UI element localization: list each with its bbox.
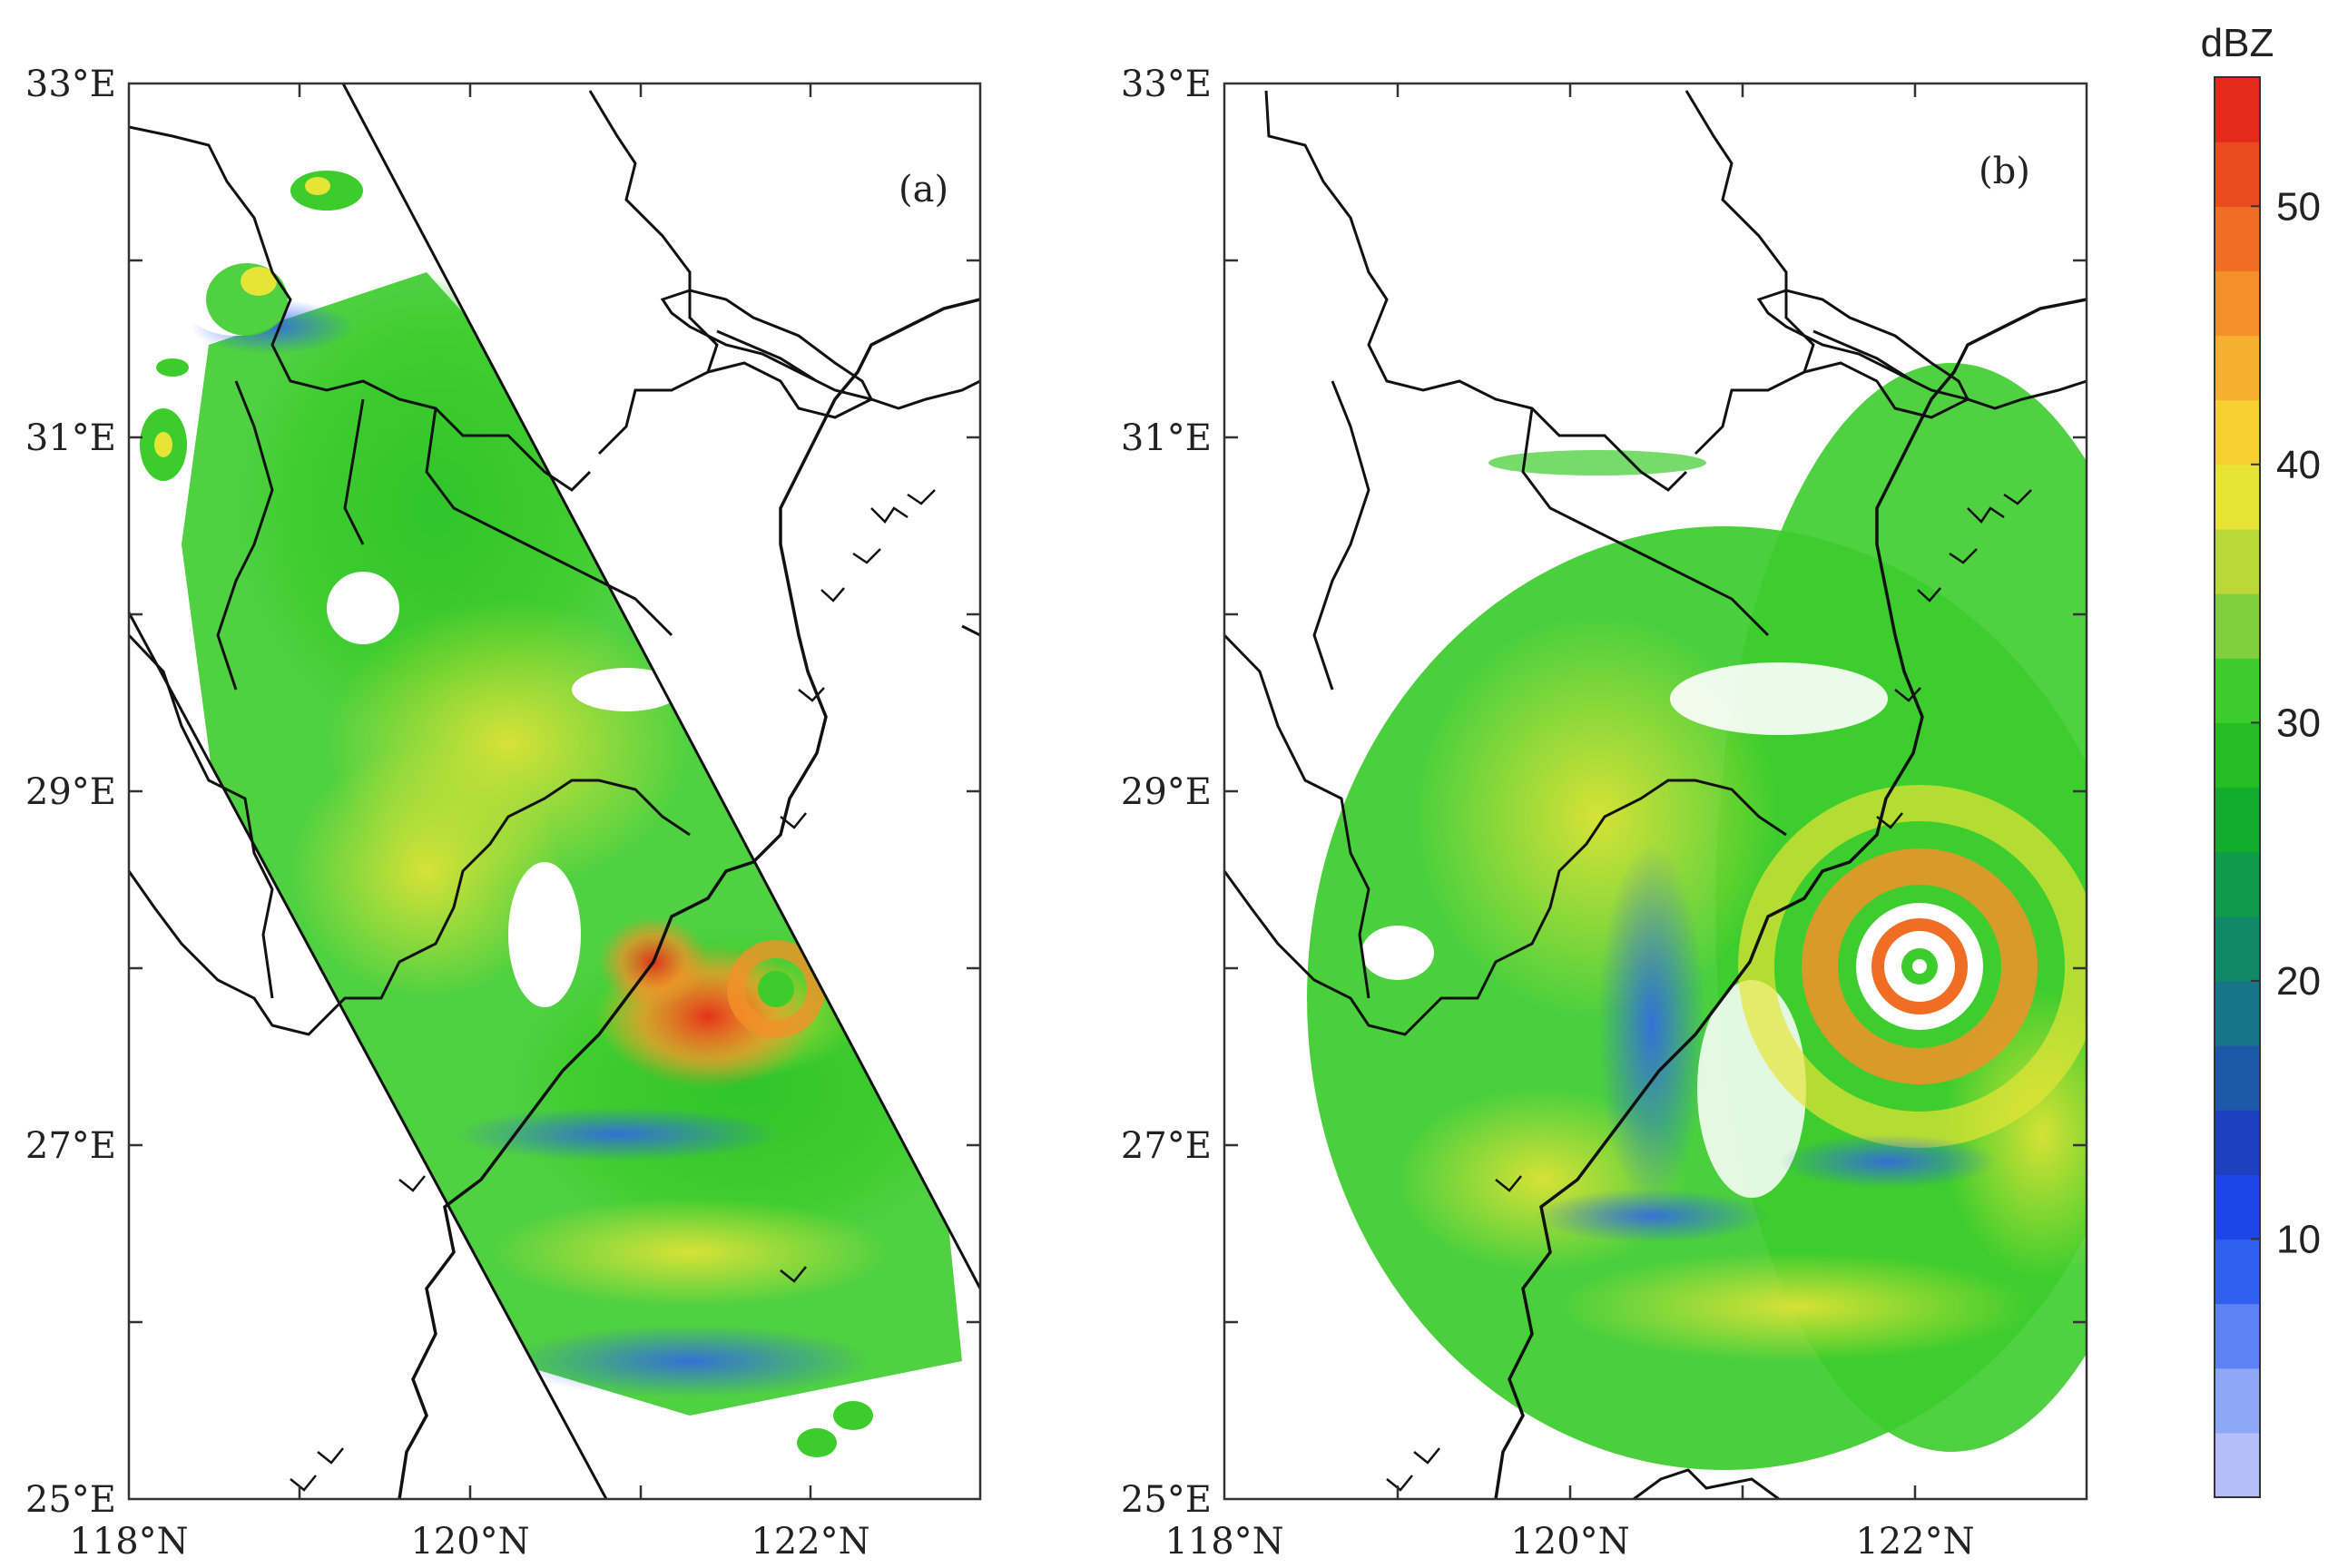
colorbar-tick-label: 40	[2276, 443, 2321, 487]
panel-b: (b) 33°E 31°E 29°E 27°E 25°E 118°N 120°N…	[1121, 64, 2088, 1563]
colorbar-segment	[2215, 206, 2260, 272]
colorbar-ticks: 10 20 30 40 50	[2251, 184, 2321, 1261]
panel-b-radar-echo	[1307, 363, 2087, 1470]
panel-b-x-tick-label: 122°N	[1855, 1521, 1974, 1563]
colorbar-segment	[2215, 1239, 2260, 1305]
panel-b-y-tick-label: 25°E	[1121, 1479, 1212, 1521]
colorbar-segment	[2215, 399, 2260, 466]
panel-a-coastline	[398, 298, 980, 1499]
panel-a-swath-edge-right	[341, 83, 982, 1289]
colorbar-segment	[2215, 722, 2260, 789]
colorbar-segment	[2215, 980, 2260, 1046]
colorbar-frame	[2214, 76, 2261, 1498]
colorbar-scale	[2215, 77, 2260, 1498]
panel-a-y-tick-label: 25°E	[25, 1479, 116, 1521]
colorbar: dBZ 10 20 30 40 50	[2201, 21, 2321, 1498]
colorbar-segment	[2215, 658, 2260, 723]
panel-b-coastline	[1494, 298, 2087, 1499]
colorbar-segment	[2215, 1110, 2260, 1175]
panel-a-x-tick-label: 118°N	[69, 1521, 188, 1563]
panel-a-y-tick-label: 29°E	[25, 771, 116, 813]
panel-a-y-tick-label: 33°E	[25, 64, 116, 105]
panel-b-yangtze-estuary	[1756, 289, 1970, 402]
panel-a-x-axis-labels: 118°N 120°N 122°N	[69, 1521, 869, 1563]
colorbar-tick-label: 10	[2276, 1217, 2321, 1261]
panel-b-x-tick-label: 120°N	[1510, 1521, 1629, 1563]
panel-b-x-axis-labels: 118°N 120°N 122°N	[1164, 1521, 1974, 1563]
colorbar-segment	[2215, 1367, 2260, 1434]
panel-b-y-tick-label: 33°E	[1121, 64, 1212, 105]
panel-a-province-borders	[129, 90, 980, 1036]
colorbar-segment	[2215, 1174, 2260, 1240]
colorbar-segment	[2215, 142, 2260, 207]
panel-b-y-tick-label: 31°E	[1121, 417, 1212, 459]
panel-a-x-tick-label: 120°N	[410, 1521, 529, 1563]
panel-b-islands	[1386, 489, 2032, 1492]
panel-a-label: (a)	[899, 169, 948, 211]
panel-a-y-axis-labels: 33°E 31°E 29°E 27°E 25°E	[25, 64, 116, 1521]
panel-a-radar-swath	[129, 83, 980, 1499]
panel-b-y-tick-label: 29°E	[1121, 771, 1212, 813]
colorbar-segment	[2215, 787, 2260, 853]
panel-a-swath-edge-left	[127, 612, 608, 1500]
panel-b-tick-marks	[1224, 83, 2087, 1499]
colorbar-segment	[2215, 464, 2260, 530]
panel-b-label: (b)	[1979, 151, 2030, 192]
colorbar-segment	[2215, 335, 2260, 401]
panel-a-islands	[290, 489, 936, 1492]
panel-b-y-tick-label: 27°E	[1121, 1125, 1212, 1167]
colorbar-title: dBZ	[2201, 21, 2274, 65]
panel-a-x-tick-label: 122°N	[751, 1521, 869, 1563]
panel-a-tick-marks	[129, 83, 980, 1499]
colorbar-tick-label: 50	[2276, 184, 2321, 229]
colorbar-segment	[2215, 1303, 2260, 1369]
colorbar-segment	[2215, 916, 2260, 982]
panel-b-province-borders	[1224, 90, 2087, 1499]
panel-a-outlier-echoes	[140, 171, 873, 1457]
panel-a-yangtze-estuary	[660, 289, 874, 402]
colorbar-segment	[2215, 528, 2260, 594]
colorbar-tick-label: 20	[2276, 959, 2321, 1004]
panel-b-x-tick-label: 118°N	[1164, 1521, 1283, 1563]
panel-b-y-axis-labels: 33°E 31°E 29°E 27°E 25°E	[1121, 64, 1212, 1521]
colorbar-segment	[2215, 1045, 2260, 1111]
colorbar-segment	[2215, 270, 2260, 337]
panel-a-y-tick-label: 27°E	[25, 1125, 116, 1167]
colorbar-segment	[2215, 593, 2260, 659]
colorbar-segment	[2215, 851, 2260, 917]
colorbar-segment	[2215, 77, 2260, 142]
colorbar-tick-label: 30	[2276, 701, 2321, 745]
colorbar-segment	[2215, 1432, 2260, 1498]
panel-a-y-tick-label: 31°E	[25, 417, 116, 459]
panel-a: (a) 33°E 31°E 29°E 27°E 25°E 118°N 120°N…	[25, 64, 982, 1563]
